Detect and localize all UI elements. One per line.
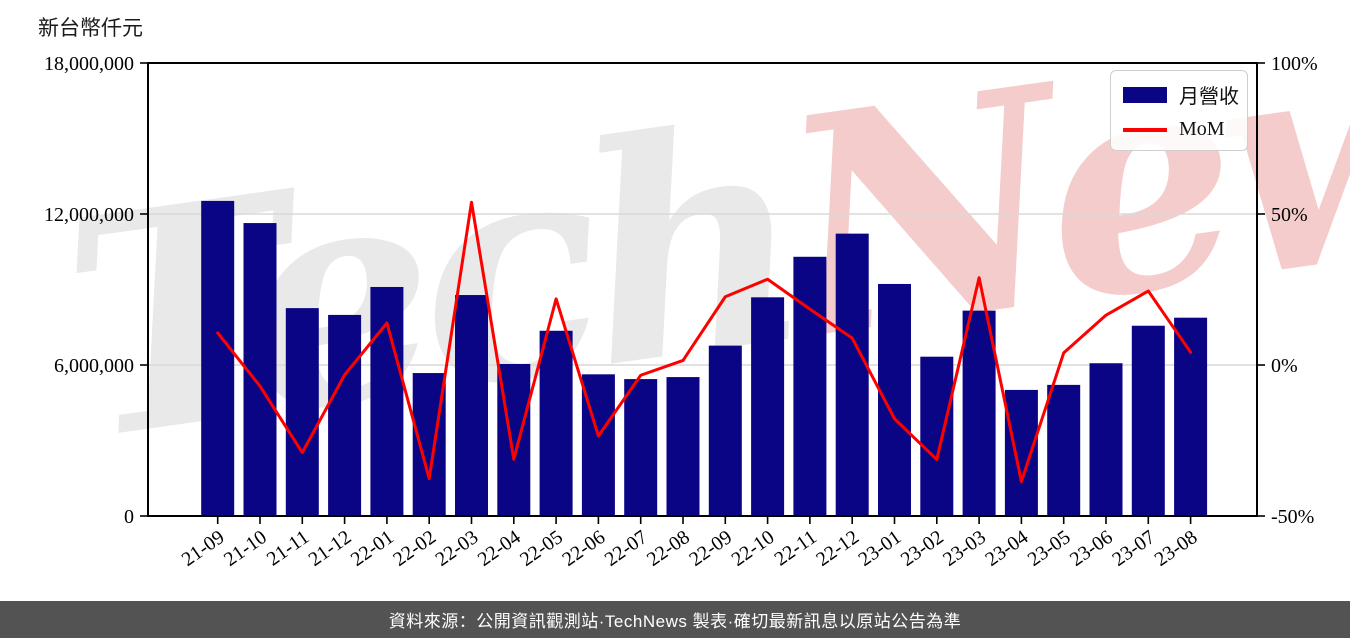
revenue-bar-22-12 (835, 233, 869, 516)
x-tick-label-23-03: 23-03 (939, 526, 990, 571)
x-tick-label-23-05: 23-05 (1024, 526, 1075, 571)
revenue-bar-23-06 (1089, 363, 1123, 516)
revenue-bar-23-08 (1174, 317, 1208, 516)
legend-item-mom: MoM (1123, 118, 1235, 141)
x-tick-label-23-01: 23-01 (855, 526, 906, 571)
revenue-bar-22-05 (539, 330, 573, 516)
x-tick-label-22-06: 22-06 (558, 526, 609, 571)
revenue-bar-21-09 (201, 200, 235, 516)
revenue-bar-23-02 (920, 356, 954, 516)
right-tick-label: 50% (1271, 204, 1308, 226)
x-tick-label-22-01: 22-01 (347, 526, 398, 571)
legend-mom-label: MoM (1179, 118, 1225, 140)
x-tick-label-22-07: 22-07 (601, 526, 652, 571)
left-tick-label: 18,000,000 (44, 53, 134, 75)
x-tick-label-21-12: 21-12 (305, 526, 356, 571)
revenue-bar-21-12 (328, 314, 362, 516)
x-tick-label-22-09: 22-09 (685, 526, 736, 571)
x-tick-label-23-07: 23-07 (1108, 526, 1159, 571)
right-tick-label: 0% (1271, 355, 1298, 377)
x-tick-label-21-11: 21-11 (263, 526, 313, 570)
x-tick-label-21-09: 21-09 (178, 526, 229, 571)
x-tick-label-22-04: 22-04 (474, 526, 525, 571)
x-tick-label-23-06: 23-06 (1066, 526, 1117, 571)
x-tick-label-22-05: 22-05 (516, 526, 567, 571)
revenue-bar-23-07 (1131, 325, 1165, 516)
plot-border (147, 62, 1258, 517)
revenue-bar-22-08 (666, 377, 700, 516)
x-tick-label-23-02: 23-02 (897, 526, 948, 571)
revenue-bar-21-10 (243, 223, 277, 516)
revenue-bar-23-05 (1047, 384, 1081, 516)
legend: 月營收 MoM (1110, 70, 1248, 151)
revenue-bar-21-11 (285, 308, 319, 516)
mom-swatch-icon (1123, 127, 1167, 132)
left-tick-label: 12,000,000 (44, 204, 134, 226)
footer-bar: 資料來源：公開資訊觀測站·TechNews 製表·確切最新訊息以原站公告為準 (0, 601, 1350, 638)
left-tick-label: 6,000,000 (54, 355, 134, 377)
x-tick-label-22-12: 22-12 (812, 526, 863, 571)
revenue-bar-22-03 (455, 295, 488, 516)
left-tick-label: 0 (124, 506, 134, 528)
x-tick-label-22-08: 22-08 (643, 526, 694, 571)
revenue-bar-22-01 (370, 286, 404, 516)
revenue-bar-23-04 (1004, 389, 1038, 516)
right-tick-label: -50% (1271, 506, 1314, 528)
revenue-swatch-icon (1123, 86, 1167, 103)
y-axis-title: 新台幣仟元 (38, 16, 143, 40)
x-tick-label-22-10: 22-10 (728, 526, 779, 571)
x-tick-label-22-03: 22-03 (432, 526, 483, 571)
revenue-bar-23-01 (878, 283, 911, 516)
legend-item-revenue: 月營收 (1123, 80, 1239, 109)
revenue-bar-22-09 (708, 345, 742, 516)
x-tick-label-22-11: 22-11 (771, 526, 821, 570)
revenue-bar-22-10 (751, 297, 785, 516)
footer-text: 資料來源：公開資訊觀測站·TechNews 製表·確切最新訊息以原站公告為準 (388, 612, 962, 631)
revenue-bar-22-11 (793, 256, 827, 516)
right-tick-label: 100% (1271, 53, 1318, 75)
legend-revenue-label: 月營收 (1179, 86, 1239, 108)
revenue-bar-23-03 (962, 310, 996, 516)
x-tick-label-22-02: 22-02 (389, 526, 440, 571)
revenue-bar-22-07 (624, 379, 658, 516)
x-tick-label-23-04: 23-04 (981, 526, 1032, 571)
mom-line (216, 200, 1193, 484)
x-tick-label-21-10: 21-10 (220, 526, 271, 571)
x-tick-label-23-08: 23-08 (1151, 526, 1202, 571)
